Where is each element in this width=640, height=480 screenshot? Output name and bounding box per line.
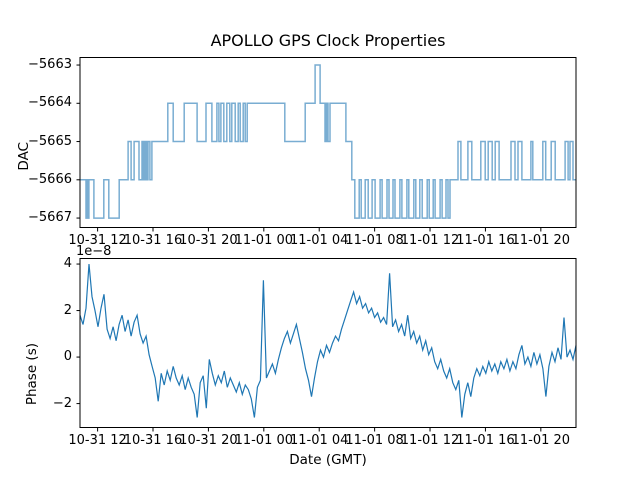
dac-x-tick-label: 11-01 20: [511, 233, 571, 248]
phase-x-tick-label: 10-31 20: [179, 433, 238, 448]
dac-x-tick-label: 10-31 20: [179, 233, 238, 248]
dac-x-tick-label: 11-01 16: [456, 233, 515, 248]
y-offset-label: 1e−8: [76, 244, 112, 259]
phase-x-tick-label: 11-01 12: [400, 433, 460, 448]
phase-axes-box: [79, 258, 577, 428]
phase-x-tick-label: 10-31 12: [68, 433, 127, 448]
dac-x-tick-label: 11-01 12: [400, 233, 460, 248]
phase-plot-canvas: [76, 258, 577, 432]
figure-title: APOLLO GPS Clock Properties: [210, 31, 446, 50]
phase-series-line: [79, 263, 577, 418]
dac-y-tick-label: −5667: [28, 210, 72, 226]
dac-x-tick-label: 11-01 04: [289, 233, 349, 248]
x-axis-label: Date (GMT): [289, 452, 367, 468]
dac-y-tick-label: −5663: [28, 57, 72, 73]
phase-x-tick-label: 11-01 20: [511, 433, 571, 448]
dac-x-tick-label: 11-01 00: [234, 233, 294, 248]
dac-x-tick-label: 10-31 16: [123, 233, 183, 248]
phase-y-tick-label: 4: [63, 256, 72, 272]
dac-y-tick-label: −5666: [28, 171, 72, 187]
phase-y-tick-label: −2: [52, 395, 72, 411]
dac-plot-canvas: [76, 57, 577, 232]
dac-y-tick-label: −5664: [28, 95, 72, 111]
phase-x-tick-label: 11-01 16: [456, 433, 515, 448]
dac-y-tick-label: −5665: [28, 133, 72, 149]
dac-axes-box: [79, 57, 577, 228]
phase-x-tick-label: 11-01 04: [289, 433, 349, 448]
phase-y-tick-label: 0: [63, 349, 72, 365]
phase-y-tick-label: 2: [63, 302, 72, 318]
phase-x-tick-label: 10-31 16: [123, 433, 183, 448]
dac-series-line: [80, 64, 576, 219]
dac-x-tick-label: 10-31 12: [68, 233, 127, 248]
phase-x-tick-label: 11-01 08: [345, 433, 404, 448]
phase-x-tick-label: 11-01 00: [234, 433, 294, 448]
dac-x-tick-label: 11-01 08: [345, 233, 404, 248]
